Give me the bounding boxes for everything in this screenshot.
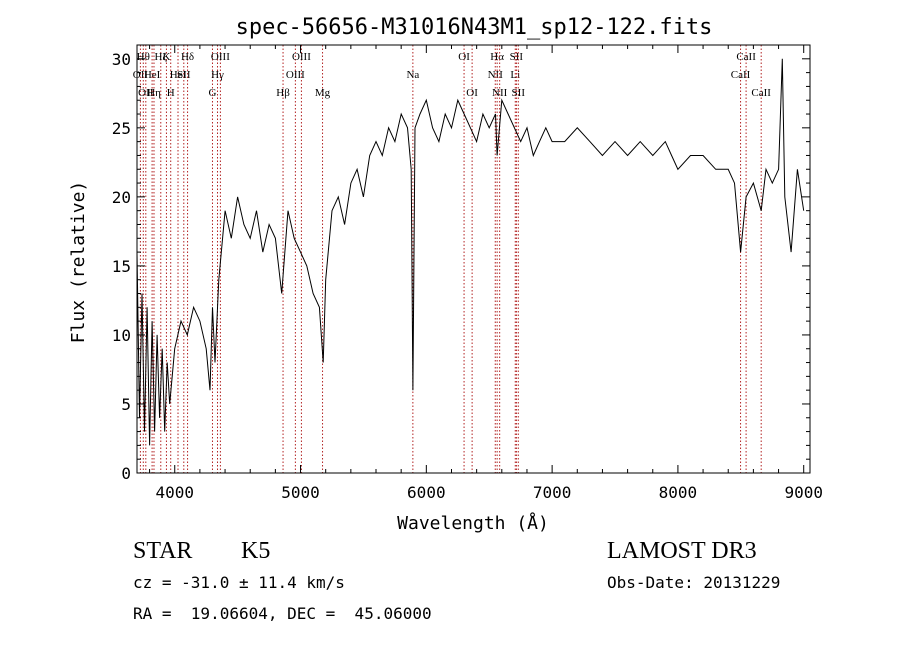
spectrum-line — [136, 58, 805, 446]
x-tick-label-3: 7000 — [533, 483, 572, 502]
plot-frame — [136, 44, 811, 474]
y-tick-label-0: 0 — [121, 464, 131, 483]
y-tick-label-5: 25 — [112, 119, 131, 138]
x-tick-label-2: 6000 — [407, 483, 446, 502]
line-marker-label-28: CaII — [736, 51, 756, 63]
line-marker-label-12: Hγ — [211, 69, 224, 81]
y-tick-label-2: 10 — [112, 326, 131, 345]
chart-title: spec-56656-M31016N43M1_sp12-122.fits — [236, 15, 713, 40]
line-marker-label-11: G — [209, 87, 217, 99]
object-class: STAR — [133, 538, 193, 564]
line-marker-label-7: H — [167, 87, 175, 99]
y-tick-label-1: 5 — [121, 395, 131, 414]
x-tick-label-4: 8000 — [659, 483, 698, 502]
x-axis-ticks: 4000 5000 6000 7000 8000 9000 — [149, 45, 823, 502]
line-marker-label-3: HeI — [144, 69, 161, 81]
line-marker-label-29: CaII — [751, 87, 771, 99]
line-marker-label-26: SII — [512, 87, 526, 99]
line-marker-label-24: Li — [510, 69, 520, 81]
x-axis-label: Wavelength (Å) — [397, 512, 549, 534]
line-marker-label-10: Hδ — [181, 51, 194, 63]
y-axis-ticks: 0 5 10 15 20 25 30 — [112, 44, 810, 483]
line-marker-layer: OIIHθOIIHeIHηHζKHHeISIIHδGHγOIIIHβOIIIOI… — [133, 45, 771, 473]
spectrum-series — [136, 58, 805, 446]
line-marker-label-5: Hζ — [155, 51, 168, 63]
x-tick-label-5: 9000 — [784, 483, 823, 502]
y-tick-label-3: 15 — [112, 257, 131, 276]
line-marker-label-22: Hα — [490, 51, 504, 63]
x-tick-label-1: 5000 — [281, 483, 320, 502]
line-marker-label-18: Na — [406, 69, 419, 81]
line-marker-label-14: Hβ — [276, 87, 290, 99]
obs-date: Obs-Date: 20131229 — [607, 573, 781, 592]
line-marker-label-9: SII — [177, 69, 191, 81]
redshift-readout: cz = -31.0 ± 11.4 km/s — [133, 573, 345, 592]
line-marker-label-1: Hθ — [137, 51, 150, 63]
line-marker-label-2: OII — [138, 87, 154, 99]
line-marker-label-15: OIII — [286, 69, 305, 81]
y-tick-label-6: 30 — [112, 50, 131, 69]
coordinates: RA = 19.06604, DEC = 45.06000 — [133, 604, 432, 623]
line-marker-label-6: K — [162, 51, 170, 63]
spectral-subclass: K5 — [241, 538, 271, 564]
line-marker-label-17: Mg — [315, 87, 331, 99]
x-tick-label-0: 4000 — [155, 483, 194, 502]
y-tick-label-4: 20 — [112, 188, 131, 207]
line-marker-label-8: HeI — [170, 69, 187, 81]
line-marker-label-27: CaII — [731, 69, 751, 81]
y-axis-label: Flux (relative) — [68, 181, 89, 344]
line-marker-label-20: OI — [466, 87, 478, 99]
line-marker-label-16: OIII — [292, 51, 311, 63]
line-marker-label-21: NII — [488, 69, 504, 81]
line-marker-label-4: Hη — [147, 87, 161, 99]
line-marker-label-13: OIII — [211, 51, 230, 63]
line-marker-label-25: SII — [510, 51, 524, 63]
line-marker-label-19: OI — [458, 51, 470, 63]
line-marker-label-23: NII — [492, 87, 508, 99]
survey-name: LAMOST DR3 — [607, 538, 757, 564]
